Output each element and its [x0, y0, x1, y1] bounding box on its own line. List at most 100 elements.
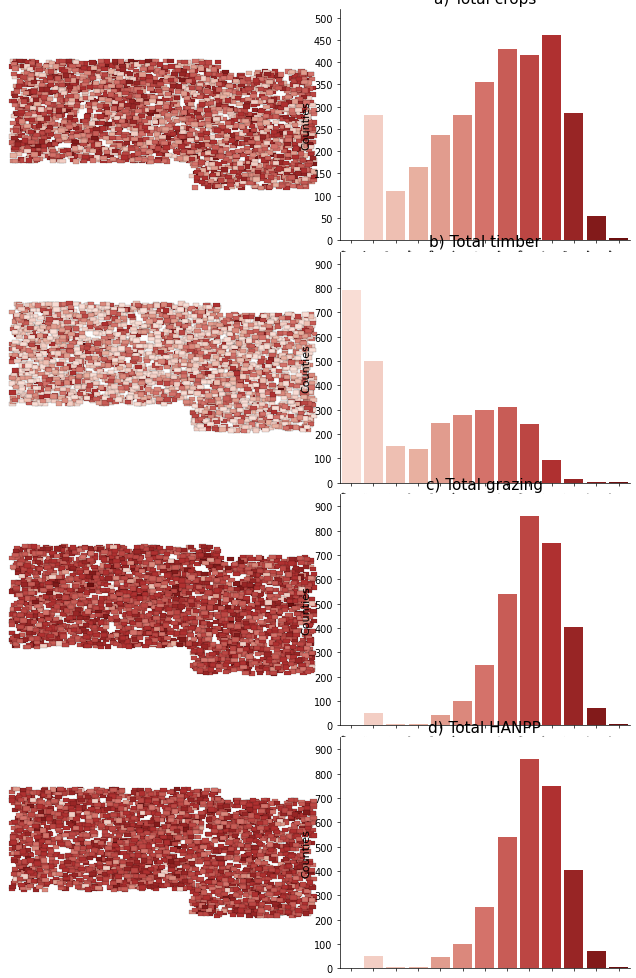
FancyBboxPatch shape [134, 402, 141, 407]
FancyBboxPatch shape [143, 139, 149, 143]
FancyBboxPatch shape [57, 375, 64, 378]
FancyBboxPatch shape [114, 312, 121, 317]
FancyBboxPatch shape [236, 613, 242, 617]
FancyBboxPatch shape [182, 312, 188, 317]
FancyBboxPatch shape [93, 800, 100, 804]
FancyBboxPatch shape [145, 856, 151, 861]
FancyBboxPatch shape [296, 869, 302, 874]
FancyBboxPatch shape [98, 871, 104, 875]
FancyBboxPatch shape [176, 115, 182, 120]
FancyBboxPatch shape [178, 345, 184, 349]
FancyBboxPatch shape [28, 582, 34, 586]
FancyBboxPatch shape [239, 176, 245, 180]
FancyBboxPatch shape [80, 74, 86, 79]
FancyBboxPatch shape [214, 550, 220, 554]
FancyBboxPatch shape [244, 323, 251, 327]
FancyBboxPatch shape [43, 882, 50, 886]
FancyBboxPatch shape [50, 554, 56, 557]
FancyBboxPatch shape [198, 398, 205, 402]
FancyBboxPatch shape [146, 395, 153, 400]
FancyBboxPatch shape [152, 633, 158, 638]
FancyBboxPatch shape [266, 844, 272, 849]
FancyBboxPatch shape [252, 419, 258, 422]
FancyBboxPatch shape [290, 669, 296, 674]
FancyBboxPatch shape [158, 400, 164, 405]
FancyBboxPatch shape [62, 596, 69, 600]
FancyBboxPatch shape [25, 80, 32, 84]
FancyBboxPatch shape [20, 593, 27, 597]
FancyBboxPatch shape [252, 160, 258, 164]
FancyBboxPatch shape [275, 315, 282, 320]
FancyBboxPatch shape [56, 76, 62, 80]
FancyBboxPatch shape [80, 597, 86, 601]
FancyBboxPatch shape [46, 386, 53, 390]
FancyBboxPatch shape [219, 357, 225, 362]
FancyBboxPatch shape [224, 612, 230, 617]
FancyBboxPatch shape [32, 552, 38, 556]
FancyBboxPatch shape [134, 601, 140, 605]
FancyBboxPatch shape [45, 627, 52, 632]
FancyBboxPatch shape [19, 83, 25, 87]
FancyBboxPatch shape [269, 643, 275, 646]
FancyBboxPatch shape [293, 596, 300, 600]
FancyBboxPatch shape [185, 131, 191, 135]
FancyBboxPatch shape [250, 411, 256, 415]
FancyBboxPatch shape [72, 550, 78, 555]
FancyBboxPatch shape [173, 576, 179, 580]
FancyBboxPatch shape [227, 587, 233, 592]
FancyBboxPatch shape [126, 608, 132, 612]
FancyBboxPatch shape [148, 567, 154, 571]
FancyBboxPatch shape [160, 838, 166, 842]
FancyBboxPatch shape [181, 387, 188, 391]
FancyBboxPatch shape [274, 887, 280, 891]
FancyBboxPatch shape [156, 90, 162, 94]
FancyBboxPatch shape [79, 308, 85, 312]
FancyBboxPatch shape [57, 159, 64, 164]
FancyBboxPatch shape [202, 183, 208, 187]
FancyBboxPatch shape [144, 789, 151, 793]
FancyBboxPatch shape [135, 158, 141, 162]
FancyBboxPatch shape [208, 106, 214, 111]
FancyBboxPatch shape [209, 80, 215, 85]
FancyBboxPatch shape [80, 807, 86, 811]
FancyBboxPatch shape [237, 79, 243, 83]
FancyBboxPatch shape [71, 607, 77, 611]
FancyBboxPatch shape [214, 578, 220, 583]
FancyBboxPatch shape [73, 870, 79, 874]
FancyBboxPatch shape [15, 302, 22, 307]
FancyBboxPatch shape [90, 625, 97, 629]
FancyBboxPatch shape [85, 826, 92, 830]
FancyBboxPatch shape [81, 140, 87, 145]
FancyBboxPatch shape [233, 594, 239, 599]
FancyBboxPatch shape [15, 581, 21, 585]
FancyBboxPatch shape [273, 801, 280, 806]
FancyBboxPatch shape [86, 114, 93, 119]
FancyBboxPatch shape [224, 875, 230, 879]
FancyBboxPatch shape [245, 423, 252, 428]
FancyBboxPatch shape [202, 153, 208, 156]
FancyBboxPatch shape [60, 62, 66, 66]
FancyBboxPatch shape [115, 799, 121, 804]
FancyBboxPatch shape [291, 625, 297, 629]
FancyBboxPatch shape [270, 891, 277, 896]
FancyBboxPatch shape [34, 600, 40, 605]
FancyBboxPatch shape [45, 70, 51, 74]
FancyBboxPatch shape [110, 146, 116, 150]
FancyBboxPatch shape [135, 366, 142, 370]
FancyBboxPatch shape [179, 118, 186, 122]
FancyBboxPatch shape [22, 356, 28, 360]
FancyBboxPatch shape [259, 111, 265, 115]
FancyBboxPatch shape [83, 591, 90, 596]
FancyBboxPatch shape [99, 867, 106, 871]
FancyBboxPatch shape [291, 813, 298, 817]
FancyBboxPatch shape [238, 179, 245, 183]
FancyBboxPatch shape [15, 107, 22, 111]
FancyBboxPatch shape [263, 911, 269, 916]
FancyBboxPatch shape [162, 156, 169, 161]
FancyBboxPatch shape [171, 368, 177, 373]
FancyBboxPatch shape [310, 803, 317, 808]
FancyBboxPatch shape [116, 93, 122, 98]
FancyBboxPatch shape [151, 638, 158, 643]
FancyBboxPatch shape [238, 903, 244, 907]
FancyBboxPatch shape [216, 324, 223, 328]
